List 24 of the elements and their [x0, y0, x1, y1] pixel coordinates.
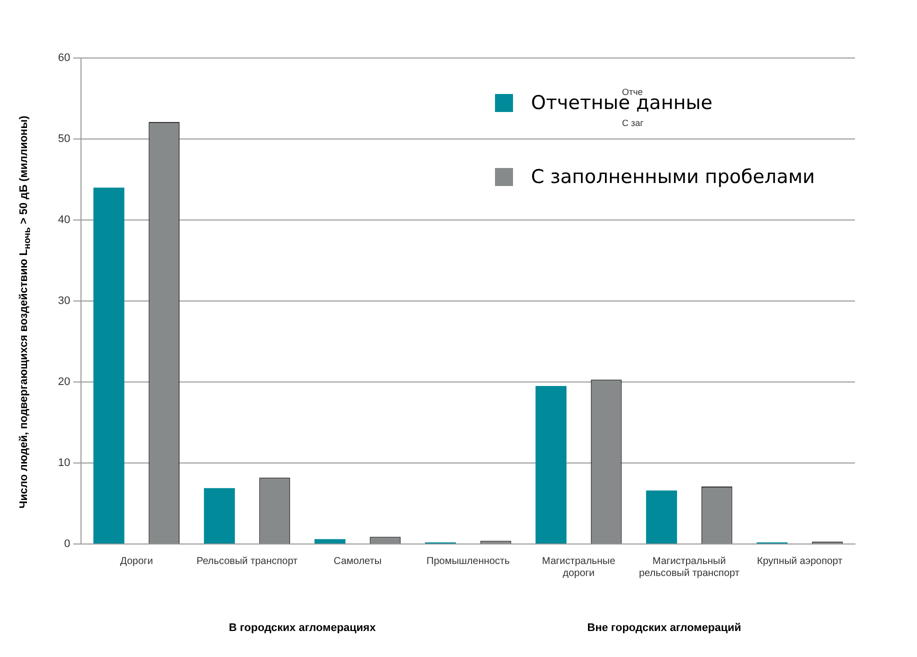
text: Вне городских агломераций — [587, 622, 742, 634]
y-tick-label: 30 — [58, 295, 70, 308]
annotation: Отче — [622, 87, 643, 97]
x-tick-label: Самолеты — [334, 556, 382, 567]
y-tick-label: 0 — [64, 538, 70, 550]
bar — [93, 188, 124, 544]
x-tick-label: Рельсовый транспорт — [196, 556, 298, 567]
annotation: С заг — [622, 118, 644, 128]
bar — [204, 488, 235, 544]
y-tick-label: 20 — [58, 376, 70, 388]
bar — [536, 386, 566, 544]
y-tick-label: 40 — [58, 214, 70, 226]
y-tick-label: 10 — [58, 457, 70, 470]
x-tick-label: Магистральный рельсовый транспорт — [638, 556, 740, 579]
y-tick-label: 50 — [58, 133, 70, 146]
x-tick-label: Крупный аэропорт — [757, 556, 843, 567]
text: В городских агломерациях — [228, 622, 376, 634]
bar — [646, 490, 678, 544]
bar — [314, 539, 346, 544]
x-tick-label: Магистральные дороги — [542, 556, 616, 579]
x-tick-label: Промышленность — [426, 556, 510, 567]
x-tick-label: Дороги — [120, 556, 153, 567]
legend-label: С заполненными пробелами — [531, 166, 815, 188]
y-tick-label: 60 — [58, 52, 70, 64]
